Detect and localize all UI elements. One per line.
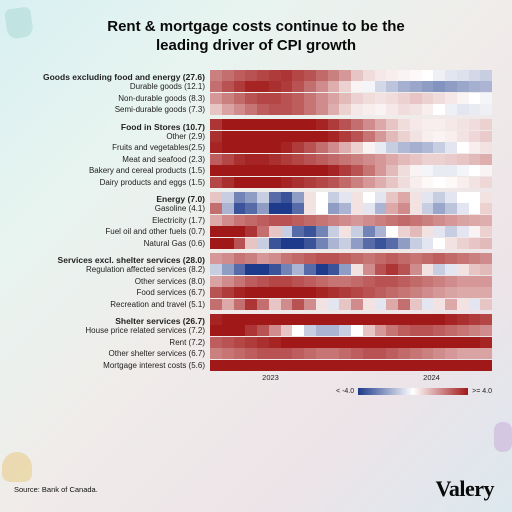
data-row: Semi-durable goods (7.3) [20,104,492,115]
page-title: Rent & mortgage costs continue to be the… [0,0,512,64]
data-row: Fuel oil and other fuels (0.7) [20,226,492,237]
data-row: Meat and seafood (2.3) [20,154,492,165]
row-heat [210,264,492,275]
row-label: Gasoline (4.1) [20,204,210,213]
group-header-row: Services excl. shelter services (28.0) [20,253,492,264]
data-row: Other services (8.0) [20,276,492,287]
group-header-label: Services excl. shelter services (28.0) [20,255,210,265]
row-heat [210,337,492,348]
row-label: House price related services (7.2) [20,326,210,335]
group-header-heat [210,253,492,264]
heatmap-chart: Goods excluding food and energy (27.6) D… [20,70,492,371]
row-label: Other (2.9) [20,132,210,141]
row-heat [210,299,492,310]
group-header-heat [210,119,492,130]
data-row: Other (2.9) [20,131,492,142]
row-heat [210,154,492,165]
row-label: Fruits and vegetables(2.5) [20,143,210,152]
data-row: Non-durable goods (8.3) [20,93,492,104]
data-row: Fruits and vegetables(2.5) [20,142,492,153]
source-text: Source: Bank of Canada. [14,485,98,494]
row-label: Food services (6.7) [20,288,210,297]
data-row: House price related services (7.2) [20,325,492,336]
row-label: Other shelter services (6.7) [20,349,210,358]
title-line-1: Rent & mortgage costs continue to be the [107,18,405,35]
row-heat [210,287,492,298]
decoration-bottom-right [494,422,512,452]
color-legend: < -4.0 >= 4.0 [0,388,492,395]
row-label: Dairy products and eggs (1.5) [20,178,210,187]
row-heat [210,203,492,214]
data-row: Recreation and travel (5.1) [20,299,492,310]
group-header-heat [210,314,492,325]
row-heat [210,81,492,92]
data-row: Food services (6.7) [20,287,492,298]
data-row: Gasoline (4.1) [20,203,492,214]
row-heat [210,104,492,115]
group-header-heat [210,192,492,203]
data-row: Electricity (1.7) [20,215,492,226]
group-header-row: Goods excluding food and energy (27.6) [20,70,492,81]
group-header-heat [210,70,492,81]
data-row: Bakery and cereal products (1.5) [20,165,492,176]
data-row: Rent (7.2) [20,337,492,348]
legend-min: < -4.0 [336,388,354,395]
x-axis: 2023 2024 [190,371,512,384]
axis-2023: 2023 [262,373,279,382]
group-header-row: Food in Stores (10.7) [20,119,492,130]
axis-2024: 2024 [423,373,440,382]
title-line-2: leading driver of CPI growth [156,37,356,54]
row-heat [210,165,492,176]
row-heat [210,325,492,336]
row-label: Rent (7.2) [20,338,210,347]
row-label: Electricity (1.7) [20,216,210,225]
row-label: Regulation affected services (8.2) [20,265,210,274]
data-row: Natural Gas (0.6) [20,238,492,249]
data-row: Durable goods (12.1) [20,81,492,92]
row-label: Other services (8.0) [20,277,210,286]
legend-gradient [358,388,468,395]
row-heat [210,360,492,371]
row-label: Bakery and cereal products (1.5) [20,166,210,175]
row-label: Natural Gas (0.6) [20,239,210,248]
legend-max: >= 4.0 [472,388,492,395]
row-label: Fuel oil and other fuels (0.7) [20,227,210,236]
group-header-label: Shelter services (26.7) [20,316,210,326]
data-row: Dairy products and eggs (1.5) [20,177,492,188]
brand-logo: Valery [435,476,494,502]
row-heat [210,215,492,226]
row-heat [210,131,492,142]
decoration-top-left [4,6,34,39]
row-label: Recreation and travel (5.1) [20,300,210,309]
group-header-row: Energy (7.0) [20,192,492,203]
row-label: Durable goods (12.1) [20,82,210,91]
group-header-label: Food in Stores (10.7) [20,122,210,132]
row-label: Non-durable goods (8.3) [20,94,210,103]
row-heat [210,142,492,153]
row-label: Meat and seafood (2.3) [20,155,210,164]
group-header-row: Shelter services (26.7) [20,314,492,325]
row-label: Semi-durable goods (7.3) [20,105,210,114]
data-row: Other shelter services (6.7) [20,348,492,359]
row-heat [210,93,492,104]
row-heat [210,238,492,249]
row-label: Mortgage interest costs (5.6) [20,361,210,370]
decoration-bottom-left [2,452,32,482]
group-header-label: Goods excluding food and energy (27.6) [20,72,210,82]
row-heat [210,276,492,287]
data-row: Mortgage interest costs (5.6) [20,360,492,371]
data-row: Regulation affected services (8.2) [20,264,492,275]
group-header-label: Energy (7.0) [20,194,210,204]
row-heat [210,226,492,237]
row-heat [210,348,492,359]
row-heat [210,177,492,188]
